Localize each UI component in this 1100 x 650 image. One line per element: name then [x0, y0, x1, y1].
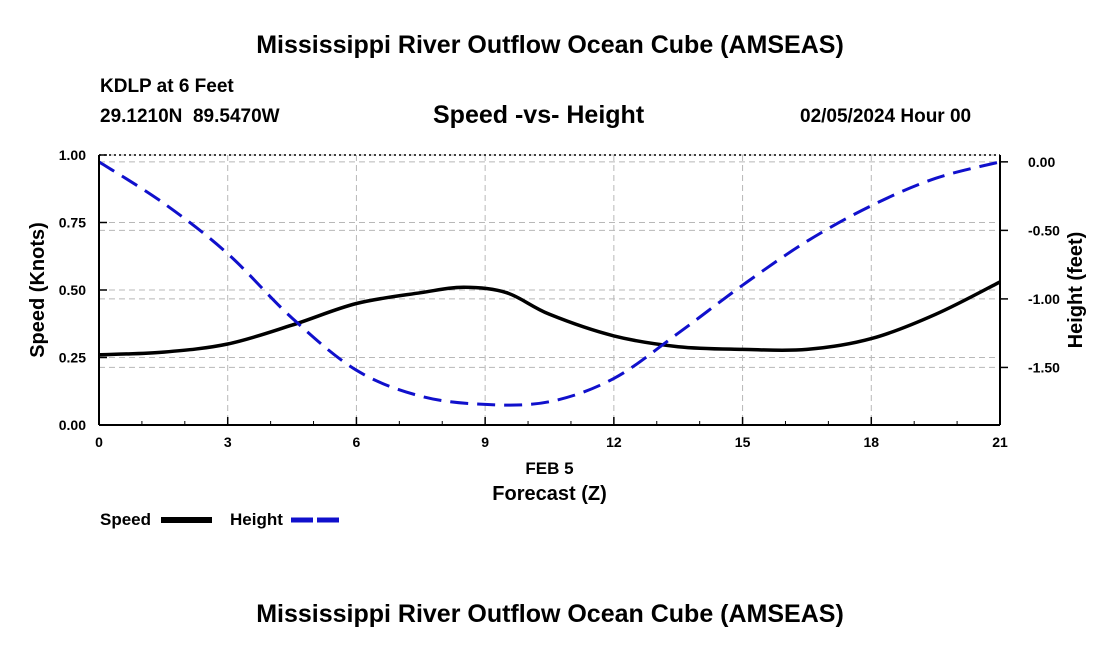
chart-title: Mississippi River Outflow Ocean Cube (AM…: [256, 31, 844, 59]
coordinates-label: 29.1210N 89.5470W: [100, 106, 280, 127]
x-tick-label: 18: [863, 434, 879, 450]
x-tick-label: 12: [606, 434, 622, 450]
y-right-tick-label: -0.50: [1028, 222, 1060, 238]
legend-speed-label: Speed: [100, 510, 151, 529]
x-sublabel: FEB 5: [525, 459, 573, 478]
y-left-tick-label: 0.00: [59, 417, 86, 433]
x-tick-label: 9: [481, 434, 489, 450]
y-left-tick-label: 1.00: [59, 147, 86, 163]
x-tick-label: 0: [95, 434, 103, 450]
x-tick-label: 21: [992, 434, 1008, 450]
y-left-tick-label: 0.50: [59, 282, 86, 298]
x-tick-label: 6: [353, 434, 361, 450]
chart-subtitle: Speed -vs- Height: [433, 101, 645, 129]
y-left-axis-title: Speed (Knots): [27, 222, 49, 358]
station-label: KDLP at 6 Feet: [100, 76, 234, 97]
y-left-tick-label: 0.25: [59, 350, 86, 366]
y-right-tick-label: -1.50: [1028, 359, 1060, 375]
date-label: 02/05/2024 Hour 00: [800, 106, 972, 127]
x-tick-label: 3: [224, 434, 232, 450]
y-right-tick-label: -1.00: [1028, 291, 1060, 307]
footer-title: Mississippi River Outflow Ocean Cube (AM…: [256, 600, 844, 628]
legend-height-label: Height: [230, 510, 283, 529]
y-right-tick-label: 0.00: [1028, 154, 1055, 170]
x-tick-label: 15: [735, 434, 751, 450]
y-left-tick-label: 0.75: [59, 215, 86, 231]
x-axis-title: Forecast (Z): [492, 483, 606, 505]
y-right-axis-title: Height (feet): [1065, 232, 1087, 349]
speed-series-line: [98, 280, 1001, 357]
height-series-line: [98, 160, 1001, 407]
